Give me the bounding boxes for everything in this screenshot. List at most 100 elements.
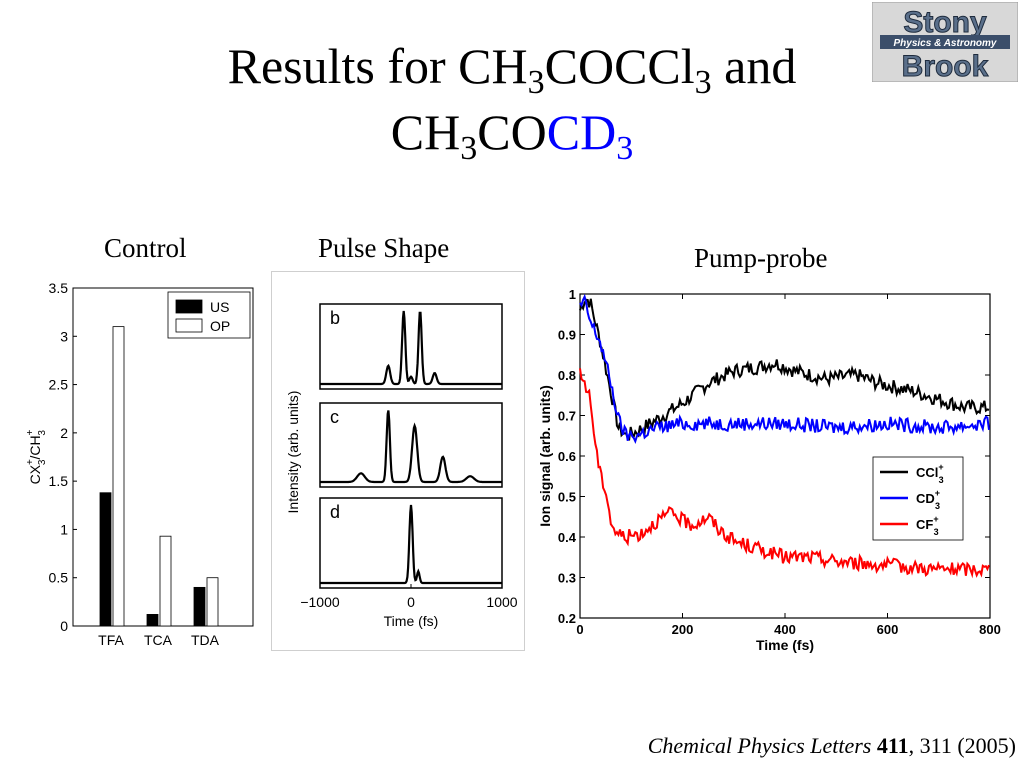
series-line-ccl xyxy=(579,298,990,441)
logo-text-top: Stony xyxy=(903,6,987,39)
legend-sub: 3 xyxy=(939,475,944,485)
y-tick-label: 0.5 xyxy=(49,570,69,586)
bar-op-tca xyxy=(159,535,172,627)
y-label-sup: + xyxy=(25,459,36,465)
logo-text-bottom: Brook xyxy=(902,50,989,82)
y-tick-label: 0.3 xyxy=(558,571,576,586)
legend-swatch-us xyxy=(175,299,203,314)
x-axis-label: Time (fs) xyxy=(384,613,439,629)
y-tick-label: 0.9 xyxy=(558,328,576,343)
title-highlight: CD xyxy=(546,104,617,160)
legend-label-cd: CD+ 3 xyxy=(916,488,940,511)
pump-probe-chart: 0 200 400 600 800 0.2 0.3 0.4 0.5 0.6 0.7 0.8 0.9 1 Ti… xyxy=(537,287,1001,653)
y-tick-label: 1 xyxy=(569,287,576,302)
title-line-2: CH3COCD3 xyxy=(0,104,1024,166)
bar-us-tda xyxy=(193,586,206,627)
x-tick-label: TDA xyxy=(191,632,220,648)
slide-title: Results for CH3COCCl3 and CH3COCD3 xyxy=(0,38,1024,166)
y-label-text: /CH xyxy=(27,435,43,459)
y-label-sub: 3 xyxy=(37,459,48,465)
title-text: CO xyxy=(477,104,547,160)
label-control: Control xyxy=(104,233,187,263)
pulse-panel-label-c: c xyxy=(330,407,339,427)
y-tick-label: 1.5 xyxy=(49,473,69,489)
legend-label-ccl: CCl+ 3 xyxy=(916,462,944,485)
bar-us-tfa xyxy=(99,492,112,627)
legend-sup: + xyxy=(935,488,940,498)
x-tick-label: 400 xyxy=(774,622,796,637)
y-tick-label: 3 xyxy=(60,328,68,344)
legend-sup: + xyxy=(933,514,938,524)
citation: Chemical Physics Letters 411, 311 (2005) xyxy=(648,733,1016,759)
legend-sup: + xyxy=(938,462,943,472)
legend-swatch-op xyxy=(175,318,203,333)
title-subscript: 3 xyxy=(527,64,545,101)
label-pump-probe: Pump-probe xyxy=(694,243,828,273)
x-tick-label: 600 xyxy=(877,622,899,637)
pulse-panel-label-d: d xyxy=(330,502,340,522)
y-label-sub: 3 xyxy=(37,430,48,436)
citation-journal: Chemical Physics Letters xyxy=(647,733,872,758)
y-tick-label: 0 xyxy=(60,618,68,634)
pulse-panel-c xyxy=(319,402,503,488)
series-line-cf xyxy=(579,368,990,579)
x-axis-label: Time (fs) xyxy=(756,637,814,653)
y-axis-label: CX+3/CH+3 xyxy=(25,429,48,484)
y-tick-label: 2.5 xyxy=(49,377,69,393)
y-tick-label: 0.4 xyxy=(558,530,577,545)
y-axis-label: Intensity (arb. units) xyxy=(285,391,301,514)
pulse-trace-b xyxy=(320,310,502,386)
title-subscript: 3 xyxy=(460,130,478,167)
y-axis-label: Ion signal (arb. units) xyxy=(537,385,553,527)
legend-sub: 3 xyxy=(935,501,940,511)
title-text: and xyxy=(711,38,797,94)
bar-legend: US OP xyxy=(167,291,251,339)
legend-label-us: US xyxy=(210,299,229,315)
title-text: COCCl xyxy=(544,38,695,94)
x-tick-label: 0 xyxy=(576,622,583,637)
x-tick-label: 0 xyxy=(407,594,415,610)
y-tick-label: 2 xyxy=(60,425,68,441)
y-label-sup: + xyxy=(25,429,36,435)
title-line-1: Results for CH3COCCl3 and xyxy=(0,38,1024,100)
title-subscript: 3 xyxy=(694,64,712,101)
bar-us-tca xyxy=(146,614,159,627)
y-tick-label: 1 xyxy=(60,521,68,537)
y-tick-label: 0.2 xyxy=(558,611,576,626)
x-tick-label: −1000 xyxy=(300,594,340,610)
pulse-trace-d xyxy=(320,504,502,585)
pump-probe-legend: CCl+ 3CD+ 3CF+ 3 xyxy=(872,456,964,541)
pulse-panel-b xyxy=(319,303,503,390)
y-tick-label: 0.8 xyxy=(558,368,576,383)
y-tick-label: 0.5 xyxy=(558,490,576,505)
x-tick-label: 200 xyxy=(672,622,694,637)
bar-op-tfa xyxy=(112,326,125,627)
legend-label-cf: CF+ 3 xyxy=(916,514,939,537)
legend-text: CD xyxy=(916,491,935,506)
logo-band-text: Physics & Astronomy xyxy=(894,38,997,49)
legend-text: CCl xyxy=(916,465,938,480)
title-highlight-subscript: 3 xyxy=(616,130,634,167)
label-pulse-shape: Pulse Shape xyxy=(318,233,450,263)
x-tick-label: 800 xyxy=(979,622,1001,637)
legend-sub: 3 xyxy=(934,527,939,537)
pulse-panel-label-b: b xyxy=(330,308,340,328)
y-tick-label: 0.6 xyxy=(558,449,576,464)
title-text: Results for CH xyxy=(227,38,528,94)
legend-text: CF xyxy=(916,517,933,532)
citation-volume: 411 xyxy=(876,733,909,758)
y-label-text: CX xyxy=(27,464,43,484)
x-tick-label: 1000 xyxy=(486,594,517,610)
legend-label-op: OP xyxy=(210,318,230,334)
citation-pages-year: , 311 (2005) xyxy=(908,733,1016,758)
pulse-trace-c xyxy=(320,410,502,484)
series-line-cd xyxy=(579,293,990,445)
stony-brook-logo: Stony Physics & Astronomy Brook xyxy=(872,2,1018,82)
pulse-shape-chart: b c d −1000 0 1000 Time (fs) Intensity (arb. un… xyxy=(285,303,518,629)
pulse-shape-figure: b c d −1000 0 1000 Time (fs) Intensity (arb. un… xyxy=(271,271,525,651)
y-tick-label: 0.7 xyxy=(558,409,576,424)
x-tick-label: TCA xyxy=(144,632,173,648)
x-tick-label: TFA xyxy=(98,632,124,648)
bar-op-tda xyxy=(206,577,219,627)
